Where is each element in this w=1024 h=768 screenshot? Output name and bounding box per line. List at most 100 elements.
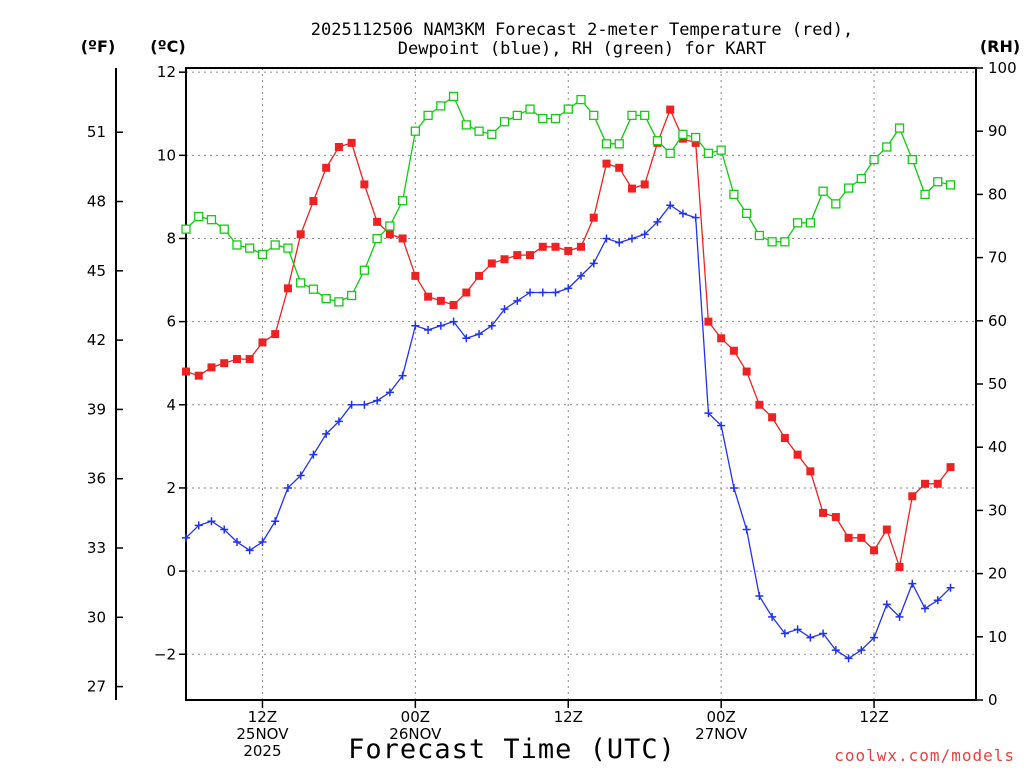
rh-tick-label: 70 [988, 249, 1007, 267]
2-meter-temperature-point [398, 234, 407, 243]
relative-humidity-point [652, 136, 663, 146]
2-meter-temperature-point [870, 546, 879, 555]
2-meter-temperature-point [729, 346, 738, 355]
x-tick-label: 00Z [706, 708, 735, 726]
2-meter-temperature-point [921, 479, 930, 488]
dewpoint-point [946, 583, 955, 592]
relative-humidity-point [601, 139, 612, 149]
dewpoint-point [615, 238, 624, 247]
relative-humidity-point [436, 101, 446, 111]
relative-humidity-point [678, 129, 688, 140]
relative-humidity-point [538, 113, 548, 124]
relative-humidity-point [780, 237, 790, 247]
relative-humidity-point [181, 224, 191, 234]
x-tick-label: 27NOV [695, 725, 748, 743]
axes [115, 67, 983, 708]
dewpoint-point [232, 538, 241, 546]
dewpoint-point [793, 625, 802, 634]
dewpoint-point [182, 533, 190, 542]
fahrenheit-tick-label: 45 [87, 262, 106, 280]
relative-humidity-point [296, 278, 306, 288]
relative-humidity-point [385, 221, 395, 231]
dewpoint-point [513, 296, 522, 305]
relative-humidity-point [219, 224, 229, 234]
relative-humidity-point [397, 196, 408, 206]
relative-humidity-point [856, 173, 866, 184]
relative-humidity-point [640, 110, 650, 121]
rh-tick-label: 80 [988, 185, 1007, 203]
dewpoint-series [182, 201, 955, 663]
tick-labels: −2 0 2 4 6 8 10 12 27 30 33 36 39 42 45 48 51 0 10 20 30 40 50… [87, 59, 1017, 760]
dewpoint-point [857, 646, 866, 655]
dewpoint-point [411, 321, 420, 330]
x-tick-label: 25NOV [236, 725, 289, 743]
credit-link[interactable]: coolwx.com/models [834, 746, 1015, 765]
relative-humidity-point [525, 104, 535, 114]
2-meter-temperature-point [742, 367, 751, 376]
relative-humidity-point [805, 218, 816, 228]
relative-humidity-point [321, 294, 331, 304]
relative-humidity-point [232, 240, 242, 250]
2-meter-temperature-point [462, 288, 471, 297]
dewpoint-point [704, 409, 713, 418]
x-tick-label: 26NOV [389, 725, 442, 743]
relative-humidity-point [792, 218, 803, 228]
rh-tick-label: 90 [988, 122, 1007, 140]
celsius-tick-label: 10 [157, 146, 176, 164]
rh-tick-label: 60 [988, 312, 1007, 330]
dewpoint-point [844, 654, 853, 663]
dewpoint-point [551, 288, 560, 297]
relative-humidity-series [181, 91, 956, 307]
2-meter-temperature-point [500, 255, 509, 264]
dewpoint-point [577, 271, 585, 280]
dewpoint-point [806, 633, 815, 642]
relative-humidity-point [461, 120, 471, 130]
dewpoint-point [742, 525, 751, 534]
dewpoint-point [283, 483, 292, 492]
relative-humidity-point [334, 297, 344, 307]
dewpoint-point [640, 230, 649, 239]
x-tick-label: 12Z [859, 708, 888, 726]
2-meter-temperature-point [360, 180, 369, 189]
2-meter-temperature-point [449, 301, 458, 309]
2-meter-temperature-point [232, 355, 241, 364]
relative-humidity-point [665, 148, 675, 158]
relative-humidity-point [729, 189, 739, 200]
dewpoint-point [449, 317, 458, 326]
dewpoint-point [526, 288, 535, 297]
2-meter-temperature-point [220, 359, 229, 368]
x-tick-label: 12Z [554, 708, 583, 726]
celsius-tick-label: 6 [166, 313, 176, 331]
2-meter-temperature-point [882, 525, 891, 534]
2-meter-temperature-point [551, 242, 560, 251]
dewpoint-point [717, 421, 726, 430]
dewpoint-point [627, 234, 636, 243]
2-meter-temperature-point [615, 163, 624, 172]
relative-humidity-point [754, 230, 765, 241]
plot-frame [185, 67, 977, 701]
2-meter-temperature-point [283, 284, 292, 293]
relative-humidity-point [487, 129, 497, 140]
dewpoint-point [373, 396, 382, 405]
2-meter-temperature-point [666, 105, 675, 114]
celsius-tick-label: −2 [154, 645, 176, 663]
fahrenheit-tick-label: 48 [87, 193, 106, 211]
2-meter-temperature-point [411, 271, 420, 280]
relative-humidity-point [257, 249, 268, 260]
x-tick-label: 00Z [401, 708, 430, 726]
dewpoint-point [424, 325, 433, 334]
relative-humidity-point [869, 154, 879, 165]
relative-humidity-point [703, 148, 714, 158]
2-meter-temperature-point [194, 371, 203, 380]
relative-humidity-point [448, 91, 459, 102]
2-meter-temperature-point [895, 562, 904, 571]
dewpoint-point [296, 471, 305, 480]
2-meter-temperature-point [487, 259, 496, 268]
dewpoint-point [207, 517, 216, 526]
2-meter-temperature-point [704, 317, 713, 326]
dewpoint-point [245, 546, 254, 555]
2-meter-temperature-point [640, 180, 649, 189]
dewpoint-point [819, 629, 828, 638]
dewpoint-point [882, 600, 891, 609]
